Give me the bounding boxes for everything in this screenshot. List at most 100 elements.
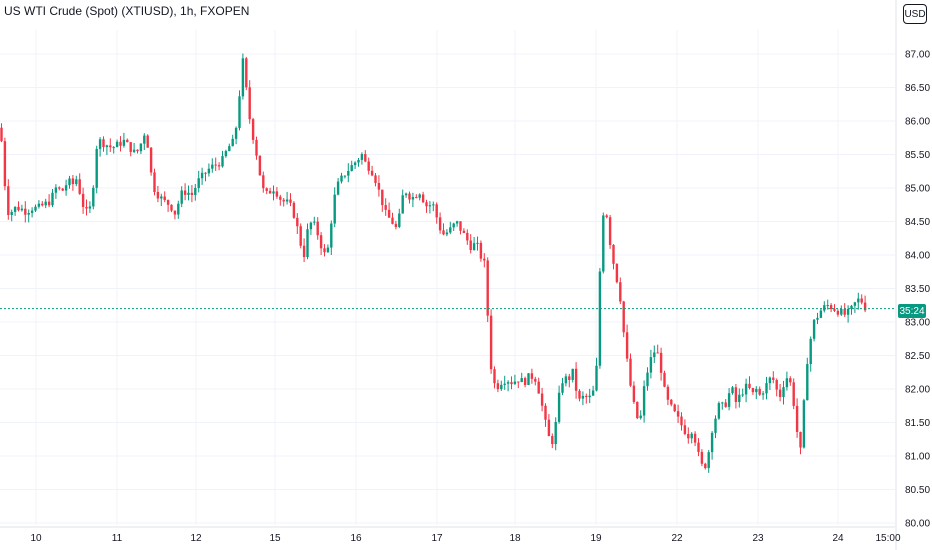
candle-body bbox=[622, 301, 625, 333]
candle-body bbox=[857, 298, 860, 303]
candle-body bbox=[659, 352, 663, 373]
candle-body bbox=[364, 154, 367, 162]
candle-body bbox=[605, 215, 608, 218]
candle-body bbox=[547, 419, 551, 437]
candle-body bbox=[625, 332, 629, 359]
candle-body bbox=[741, 394, 744, 396]
candle-body bbox=[704, 463, 707, 469]
candle-body bbox=[0, 127, 3, 142]
candle-body bbox=[673, 404, 676, 412]
candle-body bbox=[697, 442, 700, 452]
candle-body bbox=[636, 401, 639, 419]
currency-button[interactable]: USD bbox=[903, 4, 927, 24]
candle-body bbox=[248, 87, 251, 120]
candle-body bbox=[387, 209, 391, 218]
candle-body bbox=[292, 202, 296, 218]
candle-body bbox=[370, 170, 374, 176]
candle-body bbox=[180, 190, 183, 204]
candle-body bbox=[384, 205, 387, 210]
candle-body bbox=[836, 310, 840, 315]
chart-title: US WTI Crude (Spot) (XTIUSD), 1h, FXOPEN bbox=[4, 4, 250, 18]
candle-body bbox=[160, 196, 163, 199]
candle-body bbox=[598, 271, 602, 366]
candle-body bbox=[612, 244, 615, 264]
candle-body bbox=[231, 138, 234, 147]
y-tick-label: 81.50 bbox=[905, 418, 930, 429]
candle-body bbox=[102, 139, 105, 148]
x-tick-label: 16 bbox=[350, 533, 362, 544]
candle-body bbox=[149, 147, 153, 173]
x-tick-label: 23 bbox=[752, 533, 764, 544]
candle-body bbox=[336, 181, 340, 195]
candle-body bbox=[241, 58, 245, 97]
candle-body bbox=[602, 215, 605, 272]
candle-body bbox=[299, 226, 302, 246]
candle-body bbox=[554, 421, 557, 445]
candle-body bbox=[690, 433, 693, 439]
candle-body bbox=[700, 451, 704, 464]
candle-body bbox=[404, 193, 408, 196]
candle-body bbox=[479, 242, 483, 259]
candle-body bbox=[840, 308, 843, 315]
candle-body bbox=[768, 377, 772, 384]
candle-body bbox=[245, 58, 248, 88]
candle-body bbox=[503, 383, 506, 385]
candle-body bbox=[860, 298, 863, 303]
candle-body bbox=[666, 386, 670, 400]
candle-body bbox=[333, 194, 336, 224]
candle-body bbox=[537, 381, 540, 394]
candle-body bbox=[789, 378, 792, 383]
candle-body bbox=[707, 452, 710, 469]
candle-body bbox=[449, 227, 452, 233]
candle-body bbox=[826, 305, 829, 307]
candle-body bbox=[41, 203, 44, 206]
candle-body bbox=[272, 191, 275, 194]
candle-body bbox=[775, 379, 778, 390]
candle-body bbox=[727, 393, 731, 407]
x-tick-label: 11 bbox=[112, 533, 123, 544]
candle-body bbox=[30, 210, 34, 213]
candle-body bbox=[489, 315, 493, 370]
candles bbox=[0, 53, 867, 473]
candle-body bbox=[7, 186, 10, 216]
candle-body bbox=[374, 175, 377, 183]
candle-body bbox=[829, 305, 833, 310]
candle-body bbox=[534, 378, 537, 382]
candle-body bbox=[486, 260, 489, 316]
candle-body bbox=[772, 377, 775, 380]
candle-body bbox=[251, 119, 255, 140]
candle-body bbox=[126, 139, 129, 143]
candle-body bbox=[27, 212, 30, 215]
candle-body bbox=[64, 185, 68, 191]
candle-body bbox=[391, 217, 394, 224]
candle-body bbox=[744, 383, 748, 395]
candle-body bbox=[748, 383, 751, 388]
candle-body bbox=[517, 381, 520, 383]
candle-body bbox=[326, 247, 330, 253]
candle-body bbox=[520, 378, 523, 383]
candle-body bbox=[279, 196, 282, 200]
candle-body bbox=[360, 154, 364, 160]
candle-body bbox=[136, 149, 139, 152]
candle-body bbox=[190, 192, 194, 195]
candle-body bbox=[255, 139, 258, 156]
candle-body bbox=[139, 143, 143, 152]
grid-lines bbox=[0, 0, 897, 550]
candle-body bbox=[347, 171, 350, 176]
candle-body bbox=[816, 317, 819, 320]
candle-body bbox=[153, 172, 156, 192]
price-axis: 87.00 86.50 86.00 85.50 85.00 84.50 84.00 83.50… bbox=[905, 50, 930, 530]
candle-body bbox=[714, 418, 717, 433]
candle-body bbox=[585, 395, 588, 398]
y-tick-label: 83.50 bbox=[905, 284, 930, 295]
candle-body bbox=[296, 217, 299, 227]
candle-body bbox=[170, 204, 173, 211]
candle-body bbox=[163, 196, 166, 201]
candle-body bbox=[428, 205, 432, 207]
candle-body bbox=[799, 431, 802, 448]
candle-body bbox=[761, 393, 765, 395]
candle-body bbox=[122, 139, 126, 146]
candle-body bbox=[166, 200, 170, 205]
candle-body bbox=[408, 193, 411, 200]
candle-body bbox=[445, 232, 449, 235]
